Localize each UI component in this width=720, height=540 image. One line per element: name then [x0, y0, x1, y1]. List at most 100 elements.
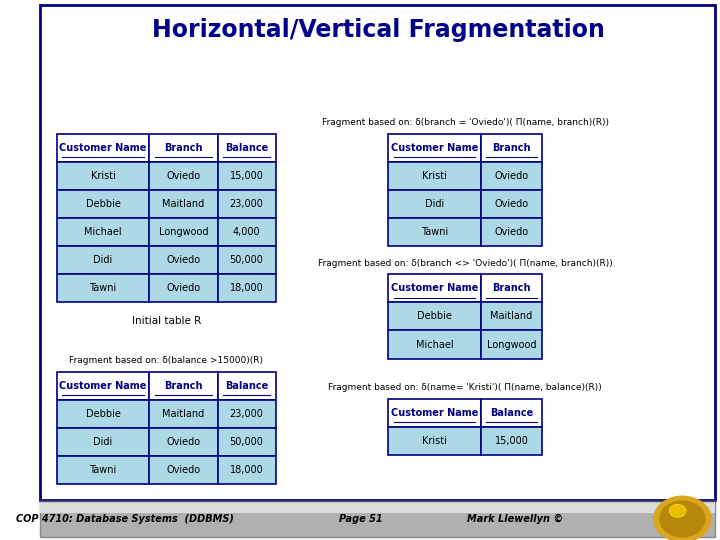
Text: Initial table R: Initial table R: [132, 316, 201, 326]
FancyBboxPatch shape: [57, 456, 149, 484]
FancyBboxPatch shape: [57, 246, 149, 274]
Text: Customer Name: Customer Name: [391, 143, 478, 153]
FancyBboxPatch shape: [57, 190, 149, 218]
Text: 15,000: 15,000: [495, 436, 528, 446]
Text: 4,000: 4,000: [233, 227, 261, 237]
Text: Customer Name: Customer Name: [391, 284, 478, 293]
Text: Oviedo: Oviedo: [495, 171, 528, 181]
Text: 18,000: 18,000: [230, 284, 264, 293]
Text: Branch: Branch: [164, 381, 202, 390]
FancyBboxPatch shape: [40, 5, 715, 500]
Text: Fragment based on: δ(branch <> 'Oviedo')( Π(name, branch)(R)): Fragment based on: δ(branch <> 'Oviedo')…: [318, 259, 613, 268]
Text: Maitland: Maitland: [162, 409, 204, 419]
Text: Michael: Michael: [84, 227, 122, 237]
FancyBboxPatch shape: [217, 274, 276, 302]
Text: Customer Name: Customer Name: [59, 143, 147, 153]
FancyBboxPatch shape: [217, 400, 276, 428]
Text: COP 4710: Database Systems  (DDBMS): COP 4710: Database Systems (DDBMS): [17, 514, 234, 524]
FancyBboxPatch shape: [217, 218, 276, 246]
Text: 18,000: 18,000: [230, 465, 264, 475]
FancyBboxPatch shape: [481, 330, 542, 359]
Text: Fragment based on: δ(name= 'Kristi')( Π(name, balance)(R)): Fragment based on: δ(name= 'Kristi')( Π(…: [328, 383, 602, 392]
FancyBboxPatch shape: [389, 399, 481, 427]
Text: Customer Name: Customer Name: [391, 408, 478, 417]
FancyBboxPatch shape: [481, 162, 542, 190]
FancyBboxPatch shape: [389, 302, 481, 330]
FancyBboxPatch shape: [217, 162, 276, 190]
Text: Page 51: Page 51: [339, 514, 383, 524]
FancyBboxPatch shape: [57, 400, 149, 428]
Text: Mark Llewellyn ©: Mark Llewellyn ©: [467, 514, 563, 524]
Text: Kristi: Kristi: [422, 171, 447, 181]
Text: Michael: Michael: [415, 340, 454, 349]
Text: Branch: Branch: [492, 143, 531, 153]
FancyBboxPatch shape: [389, 330, 481, 359]
FancyBboxPatch shape: [217, 246, 276, 274]
Text: Tawni: Tawni: [421, 227, 449, 237]
FancyBboxPatch shape: [389, 274, 481, 302]
Text: Balance: Balance: [225, 143, 269, 153]
FancyBboxPatch shape: [481, 134, 542, 162]
Text: Fragment based on: δ(balance >15000)(R): Fragment based on: δ(balance >15000)(R): [69, 356, 264, 365]
FancyBboxPatch shape: [149, 190, 217, 218]
Circle shape: [670, 504, 686, 517]
Text: Longwood: Longwood: [158, 227, 208, 237]
FancyBboxPatch shape: [217, 190, 276, 218]
Text: Tawni: Tawni: [89, 465, 117, 475]
Text: Didi: Didi: [94, 255, 112, 265]
FancyBboxPatch shape: [57, 162, 149, 190]
Text: Fragment based on: δ(branch = 'Oviedo')( Π(name, branch)(R)): Fragment based on: δ(branch = 'Oviedo')(…: [322, 118, 609, 127]
FancyBboxPatch shape: [389, 190, 481, 218]
Text: 15,000: 15,000: [230, 171, 264, 181]
Text: Oviedo: Oviedo: [166, 171, 200, 181]
Text: Longwood: Longwood: [487, 340, 536, 349]
Text: Balance: Balance: [225, 381, 269, 390]
Text: 50,000: 50,000: [230, 255, 264, 265]
FancyBboxPatch shape: [57, 218, 149, 246]
FancyBboxPatch shape: [481, 218, 542, 246]
Text: Oviedo: Oviedo: [495, 227, 528, 237]
FancyBboxPatch shape: [217, 372, 276, 400]
FancyBboxPatch shape: [149, 428, 217, 456]
FancyBboxPatch shape: [481, 190, 542, 218]
Text: 50,000: 50,000: [230, 437, 264, 447]
FancyBboxPatch shape: [149, 400, 217, 428]
FancyBboxPatch shape: [217, 428, 276, 456]
FancyBboxPatch shape: [389, 427, 481, 455]
FancyBboxPatch shape: [40, 501, 715, 514]
Circle shape: [654, 496, 711, 540]
Text: Oviedo: Oviedo: [495, 199, 528, 209]
FancyBboxPatch shape: [217, 134, 276, 162]
Text: Didi: Didi: [425, 199, 444, 209]
FancyBboxPatch shape: [149, 162, 217, 190]
FancyBboxPatch shape: [149, 134, 217, 162]
Text: Tawni: Tawni: [89, 284, 117, 293]
Text: Didi: Didi: [94, 437, 112, 447]
Text: Kristi: Kristi: [422, 436, 447, 446]
Text: Branch: Branch: [164, 143, 202, 153]
FancyBboxPatch shape: [389, 218, 481, 246]
Text: Oviedo: Oviedo: [166, 284, 200, 293]
FancyBboxPatch shape: [57, 372, 149, 400]
FancyBboxPatch shape: [149, 274, 217, 302]
FancyBboxPatch shape: [481, 274, 542, 302]
FancyBboxPatch shape: [57, 274, 149, 302]
FancyBboxPatch shape: [481, 302, 542, 330]
FancyBboxPatch shape: [40, 501, 715, 537]
Text: Maitland: Maitland: [490, 312, 533, 321]
FancyBboxPatch shape: [149, 246, 217, 274]
Text: Debbie: Debbie: [86, 199, 120, 209]
Text: Horizontal/Vertical Fragmentation: Horizontal/Vertical Fragmentation: [152, 18, 605, 42]
Circle shape: [660, 501, 705, 537]
Text: Maitland: Maitland: [162, 199, 204, 209]
FancyBboxPatch shape: [149, 456, 217, 484]
FancyBboxPatch shape: [217, 456, 276, 484]
Text: Kristi: Kristi: [91, 171, 115, 181]
FancyBboxPatch shape: [389, 134, 481, 162]
Text: Customer Name: Customer Name: [59, 381, 147, 390]
Text: Oviedo: Oviedo: [166, 465, 200, 475]
Text: Branch: Branch: [492, 284, 531, 293]
FancyBboxPatch shape: [149, 218, 217, 246]
Text: Balance: Balance: [490, 408, 533, 417]
FancyBboxPatch shape: [57, 134, 149, 162]
